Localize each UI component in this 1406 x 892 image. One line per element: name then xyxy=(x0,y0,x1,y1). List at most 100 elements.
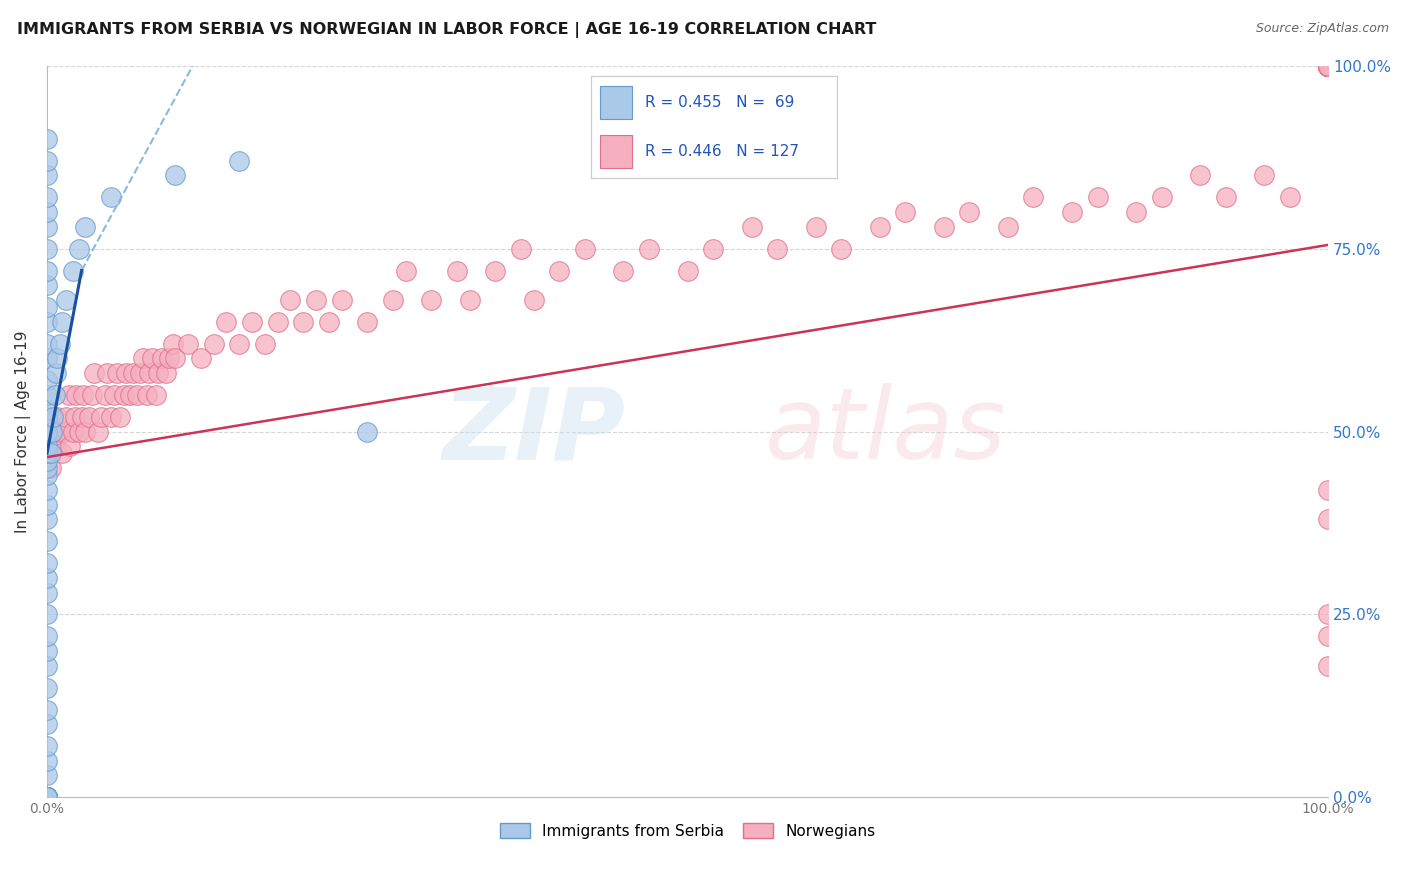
Point xyxy=(35,388,58,402)
Point xyxy=(35,336,58,351)
Point xyxy=(150,351,173,366)
Point xyxy=(35,556,58,570)
Point xyxy=(90,409,112,424)
Point xyxy=(120,388,142,402)
Point xyxy=(1317,512,1340,526)
Point xyxy=(35,790,58,805)
Point xyxy=(51,315,73,329)
Point xyxy=(446,263,468,277)
Point xyxy=(39,446,62,460)
Text: atlas: atlas xyxy=(765,383,1007,480)
Point xyxy=(35,446,58,460)
Point xyxy=(35,242,58,256)
Point xyxy=(70,409,93,424)
Point xyxy=(318,315,340,329)
Point xyxy=(1125,205,1147,219)
Point xyxy=(35,768,58,782)
Point xyxy=(510,242,533,256)
Point xyxy=(107,366,129,380)
Point xyxy=(1317,59,1340,73)
Point xyxy=(67,242,90,256)
Point xyxy=(148,366,170,380)
Point xyxy=(35,790,58,805)
Point xyxy=(112,388,135,402)
Point xyxy=(35,132,58,146)
Point xyxy=(100,190,122,204)
Point xyxy=(1087,190,1109,204)
Point xyxy=(741,219,763,234)
Point xyxy=(35,454,58,468)
Point xyxy=(1317,59,1340,73)
Point xyxy=(1317,59,1340,73)
Point xyxy=(1317,59,1340,73)
Point xyxy=(1317,607,1340,622)
Point xyxy=(125,388,148,402)
Bar xyxy=(600,87,633,119)
Point xyxy=(766,242,789,256)
Point xyxy=(253,336,276,351)
Point xyxy=(35,607,58,622)
Point xyxy=(75,219,97,234)
Point xyxy=(41,425,63,439)
Point xyxy=(141,351,163,366)
Point xyxy=(612,263,634,277)
Point xyxy=(1189,169,1212,183)
Point xyxy=(115,366,138,380)
Point xyxy=(574,242,596,256)
Point xyxy=(305,293,328,307)
Point xyxy=(932,219,955,234)
Point xyxy=(35,571,58,585)
Point xyxy=(1317,59,1340,73)
Point xyxy=(395,263,418,277)
Point xyxy=(157,351,180,366)
Point xyxy=(1317,59,1340,73)
Point xyxy=(121,366,143,380)
Point xyxy=(35,585,58,599)
Point xyxy=(103,388,125,402)
Point xyxy=(58,388,80,402)
Point xyxy=(35,300,58,314)
Point xyxy=(35,790,58,805)
Point xyxy=(35,169,58,183)
Point xyxy=(165,351,187,366)
Text: R = 0.446   N = 127: R = 0.446 N = 127 xyxy=(644,145,799,160)
Point xyxy=(35,315,58,329)
Point xyxy=(1317,59,1340,73)
Point xyxy=(1317,59,1340,73)
Point xyxy=(1317,59,1340,73)
Point xyxy=(1317,59,1340,73)
Point xyxy=(1317,59,1340,73)
Point xyxy=(77,409,100,424)
Point xyxy=(381,293,404,307)
Point xyxy=(35,461,58,475)
Point xyxy=(35,446,58,460)
Point xyxy=(35,739,58,754)
Point xyxy=(1317,59,1340,73)
Point xyxy=(35,402,58,417)
Point xyxy=(804,219,827,234)
Point xyxy=(35,754,58,768)
Point xyxy=(83,366,105,380)
Point xyxy=(638,242,661,256)
Point xyxy=(1022,190,1045,204)
Point xyxy=(202,336,225,351)
Text: R = 0.455   N =  69: R = 0.455 N = 69 xyxy=(644,95,794,110)
Point xyxy=(35,483,58,497)
Point xyxy=(1317,59,1340,73)
Point xyxy=(100,409,122,424)
Point xyxy=(42,409,65,424)
Point xyxy=(93,388,115,402)
Point xyxy=(75,425,97,439)
Point xyxy=(330,293,353,307)
Point xyxy=(51,446,73,460)
Point xyxy=(65,388,87,402)
Point xyxy=(62,263,84,277)
Point xyxy=(59,439,82,453)
Point xyxy=(190,351,212,366)
Point xyxy=(177,336,200,351)
Point xyxy=(702,242,724,256)
Point xyxy=(35,219,58,234)
Point xyxy=(155,366,177,380)
Point xyxy=(35,534,58,549)
Point xyxy=(35,629,58,643)
